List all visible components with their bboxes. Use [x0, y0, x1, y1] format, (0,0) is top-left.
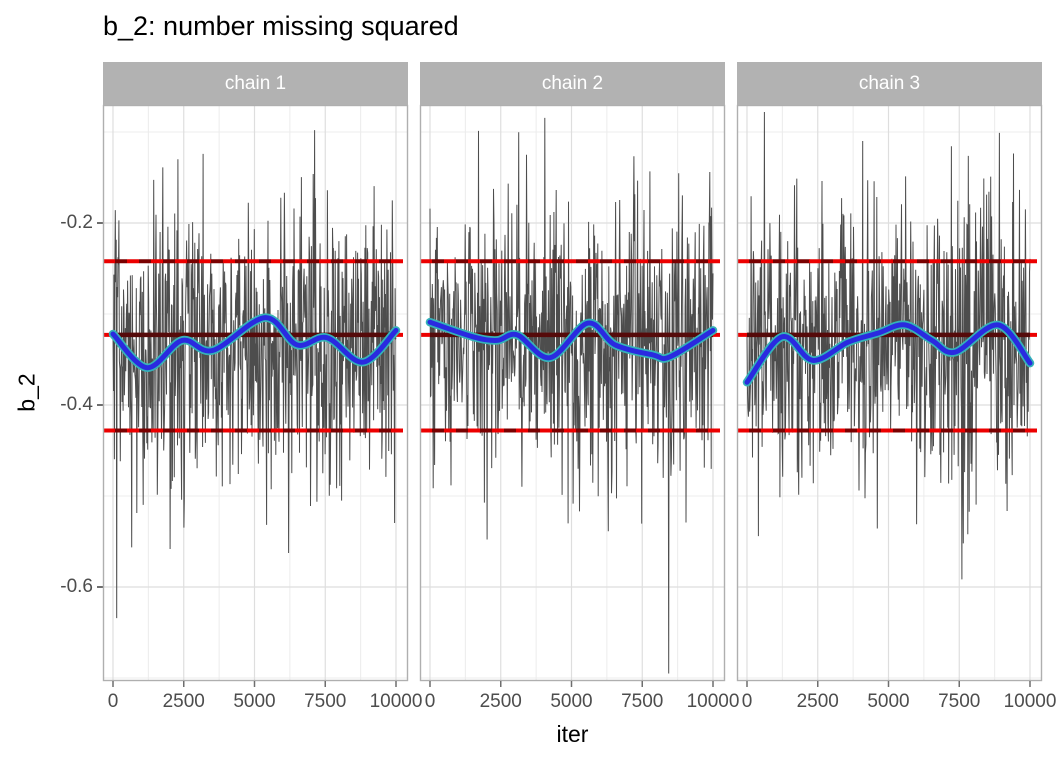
x-tick-label: 5000 [550, 691, 593, 712]
x-tick-label: 10000 [1003, 691, 1056, 712]
x-tick-label: 2500 [479, 691, 522, 712]
panel-border [419, 104, 726, 682]
plot-title: b_2: number missing squared [103, 11, 459, 41]
facet-strip: chain 3 [737, 62, 1042, 105]
x-tick-label: 0 [107, 691, 119, 712]
x-axis-title: iter [556, 721, 589, 747]
y-tick-mark [97, 586, 103, 588]
x-tick-label: 5000 [867, 691, 910, 712]
x-tick-label: 0 [741, 691, 753, 712]
x-tick-label: 7500 [938, 691, 981, 712]
facet-strip-label: chain 3 [858, 72, 921, 94]
panel-2 [419, 104, 726, 687]
y-tick-mark [97, 222, 103, 224]
panel-border [102, 104, 409, 682]
facet-strip-label: chain 2 [541, 72, 604, 94]
facet-strip: chain 2 [420, 62, 725, 105]
facet-strip-label: chain 1 [224, 72, 287, 94]
x-tick-label: 0 [424, 691, 436, 712]
smooth-line [110, 315, 399, 371]
x-tick-label: 7500 [304, 691, 347, 712]
trace-line [112, 130, 397, 619]
y-axis-title: b_2 [13, 373, 40, 412]
panel-3 [736, 104, 1043, 687]
x-tick-label: 2500 [796, 691, 839, 712]
facet-strip: chain 1 [103, 62, 408, 105]
x-tick-label: 7500 [621, 691, 664, 712]
trace-line [746, 111, 1031, 580]
x-tick-label: 2500 [162, 691, 205, 712]
y-tick-mark [97, 404, 103, 406]
y-tick-label: -0.2 [60, 212, 93, 233]
y-tick-label: -0.4 [60, 394, 93, 415]
y-tick-label: -0.6 [60, 576, 93, 597]
smooth-line [744, 322, 1033, 385]
x-tick-label: 5000 [233, 691, 276, 712]
trace-line [429, 117, 714, 674]
panel-1 [102, 104, 409, 687]
x-tick-label: 10000 [369, 691, 423, 712]
x-tick-label: 10000 [686, 691, 740, 712]
panel-border [736, 104, 1043, 682]
smooth-line [427, 319, 716, 362]
